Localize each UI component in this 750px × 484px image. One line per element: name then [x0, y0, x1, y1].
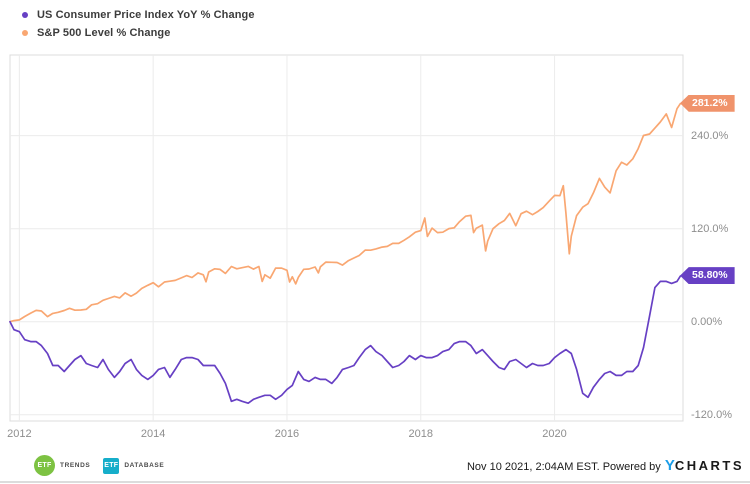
footer-right: Nov 10 2021, 2:04AM EST. Powered by Y CH…: [467, 457, 744, 474]
ycharts-logo-y: Y: [664, 457, 675, 474]
x-axis-tick-label: 2020: [542, 428, 567, 440]
plot-border: [9, 54, 684, 422]
cpi-series-dot-icon: [22, 12, 28, 18]
y-axis-tick-label: -120.0%: [691, 408, 732, 421]
ycharts-logo-charts: CHARTS: [674, 458, 744, 473]
x-axis-tick-label: 2014: [140, 428, 166, 440]
etf-trends-badge-icon: ETF: [34, 455, 55, 476]
sp500-series-dot-icon: [22, 30, 28, 36]
series-line-0: [9, 102, 682, 323]
etf-database-logo[interactable]: ETF DATABASE: [103, 457, 165, 474]
y-axis-tick-label: 240.0%: [691, 129, 729, 142]
etf-trends-name: TRENDS: [60, 462, 91, 469]
chart-legend: US Consumer Price Index YoY % Change S&P…: [22, 6, 255, 42]
legend-item-cpi[interactable]: US Consumer Price Index YoY % Change: [22, 6, 255, 24]
etf-database-name: DATABASE: [124, 462, 165, 469]
series-line-1: [9, 275, 682, 405]
bottom-divider: [0, 481, 750, 483]
legend-label-cpi: US Consumer Price Index YoY % Change: [37, 9, 255, 21]
line-chart-plot: [9, 54, 684, 422]
legend-item-sp500[interactable]: S&P 500 Level % Change: [22, 24, 255, 42]
y-axis-tick-label: 0.00%: [691, 315, 723, 328]
cpi-end-value-tag: 58.80%: [680, 267, 735, 285]
x-axis-tick-label: 2016: [274, 428, 300, 440]
legend-label-sp500: S&P 500 Level % Change: [37, 27, 171, 39]
x-axis-tick-label: 2012: [7, 428, 32, 440]
etf-database-badge-icon: ETF: [103, 457, 120, 474]
footer-bar: ETF TRENDS ETF DATABASE Nov 10 2021, 2:0…: [0, 450, 750, 481]
sp500-end-value-tag: 281.2%: [680, 94, 735, 112]
etf-trends-logo[interactable]: ETF TRENDS: [34, 455, 90, 476]
ycharts-logo[interactable]: Y CHARTS: [665, 457, 744, 474]
footer-logos: ETF TRENDS ETF DATABASE: [34, 455, 177, 476]
chart-timestamp: Nov 10 2021, 2:04AM EST. Powered by: [466, 461, 661, 473]
x-axis-tick-label: 2018: [408, 428, 433, 440]
y-axis-tick-label: 120.0%: [691, 222, 729, 235]
